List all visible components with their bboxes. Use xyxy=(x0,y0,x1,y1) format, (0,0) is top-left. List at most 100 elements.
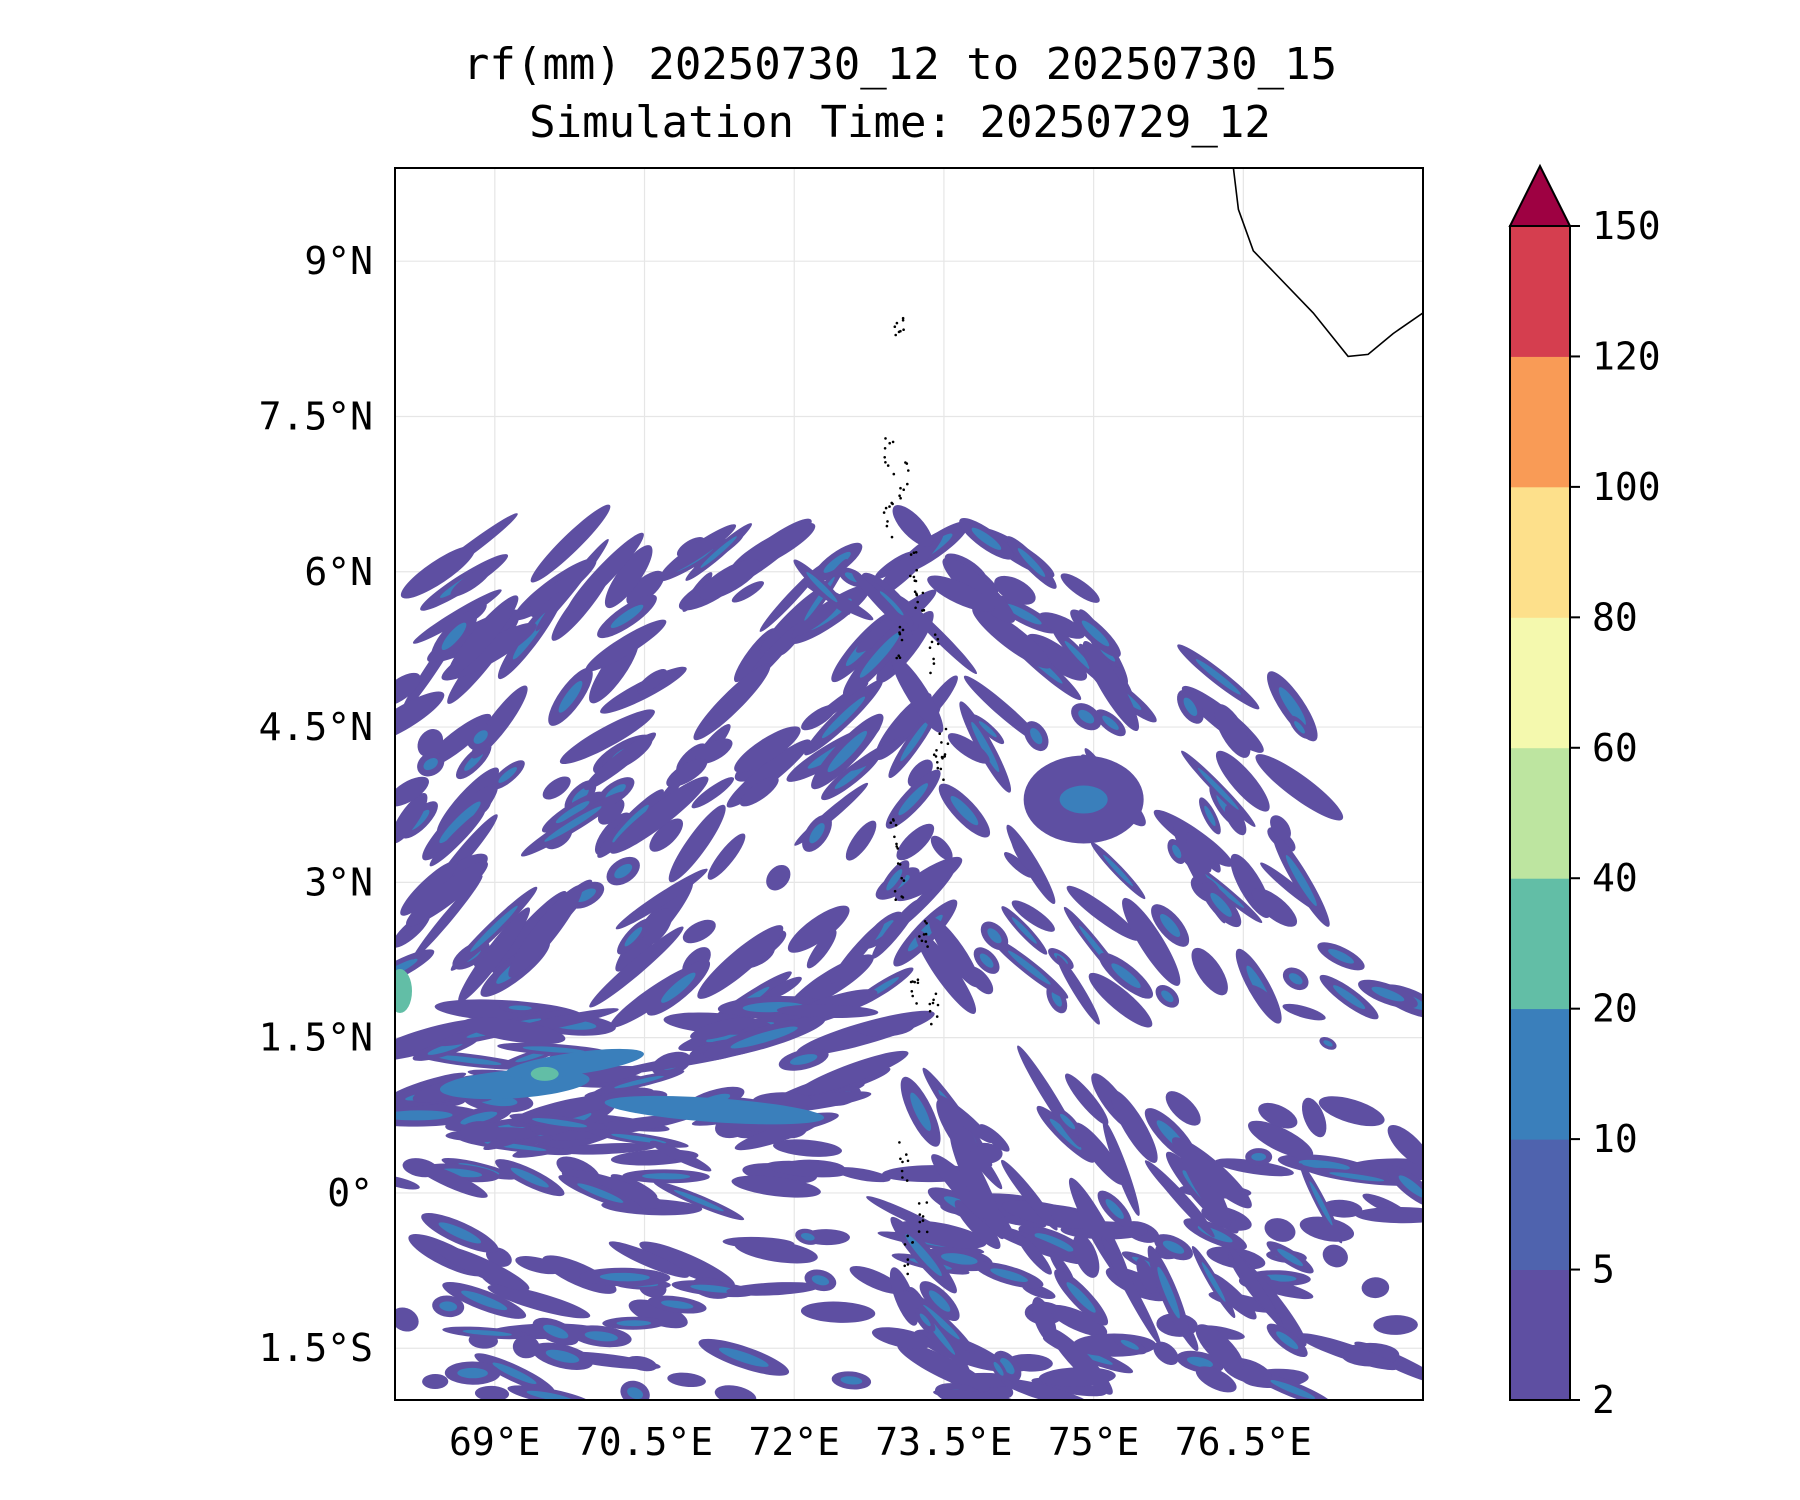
rain-cell-core xyxy=(1011,917,1037,944)
rain-cell-core xyxy=(612,804,649,843)
atoll-dot xyxy=(895,845,898,848)
atoll-dot xyxy=(909,553,913,556)
rain-cell-core xyxy=(441,622,467,651)
rain-cell-core xyxy=(806,571,838,603)
atoll-dot xyxy=(932,998,935,1002)
rain-cell xyxy=(1074,1122,1125,1185)
rain-cell xyxy=(508,885,583,978)
rain-cell xyxy=(927,575,995,612)
lon-tick-label: 72°E xyxy=(748,1420,840,1464)
lat-tick-label: 0° xyxy=(327,1171,373,1215)
atoll-dot xyxy=(891,440,895,444)
rain-cell xyxy=(891,655,944,733)
rain-cell xyxy=(1195,1366,1237,1393)
atoll-dot xyxy=(914,606,917,610)
atoll-dot xyxy=(930,640,934,644)
rain-cell xyxy=(395,1175,420,1190)
rain-cell xyxy=(1318,1096,1385,1127)
rain-cell xyxy=(615,868,708,930)
rain-cell xyxy=(1214,704,1251,758)
rain-cell xyxy=(434,1244,530,1291)
rain-cell xyxy=(943,1112,1003,1190)
rain-cell-core xyxy=(543,1324,569,1339)
rain-cell xyxy=(1185,832,1212,873)
atoll-dot xyxy=(910,990,914,993)
rain-cell xyxy=(830,921,885,984)
rain-cell-core xyxy=(1000,1357,1015,1375)
atoll-dot xyxy=(901,628,905,632)
rain-cell xyxy=(561,1169,664,1209)
rain-cell-core xyxy=(1060,1113,1076,1130)
rain-cell xyxy=(897,1220,987,1249)
rain-cell xyxy=(395,691,445,744)
rain-cell xyxy=(1270,815,1291,841)
atoll-dot xyxy=(929,671,932,675)
atoll-dot xyxy=(898,656,902,659)
rain-cell xyxy=(1264,1218,1296,1242)
atoll-dot xyxy=(896,862,900,865)
rain-cell-core xyxy=(1161,990,1174,1003)
rain-cell xyxy=(1191,947,1228,996)
rain-cell-core xyxy=(1017,548,1046,577)
atoll-dot xyxy=(898,632,902,636)
rain-cell xyxy=(1011,900,1055,932)
atoll-dot xyxy=(899,496,902,500)
atoll-dot xyxy=(928,646,932,649)
rain-cell-core xyxy=(905,1234,942,1277)
atoll-dot xyxy=(943,753,947,756)
lat-tick-label: 6°N xyxy=(304,550,373,594)
atoll-dot xyxy=(902,328,905,332)
rain-cell-core xyxy=(395,1110,453,1121)
colorbar-tick-label: 100 xyxy=(1592,465,1661,509)
rain-cell xyxy=(1255,754,1344,821)
atoll-dot xyxy=(882,511,886,514)
rain-cell xyxy=(1004,852,1033,878)
rain-cell xyxy=(897,1342,990,1392)
atoll-dot xyxy=(883,447,887,450)
rain-cell-core xyxy=(1298,1159,1350,1171)
rain-cell xyxy=(1361,1277,1390,1299)
rain-cell-core xyxy=(971,721,1000,773)
rain-cell-core xyxy=(950,795,979,826)
atoll-dot xyxy=(939,767,943,771)
rain-cell xyxy=(967,966,994,995)
rain-cell xyxy=(739,776,779,807)
atoll-dot xyxy=(916,600,919,604)
rain-cell-core xyxy=(1157,1266,1180,1319)
rain-cell xyxy=(1088,972,1153,1028)
rain-cell-core xyxy=(1066,1282,1096,1313)
rain-cell xyxy=(1224,804,1247,836)
rain-cell xyxy=(395,672,421,707)
rain-cell xyxy=(871,899,920,959)
rain-cell xyxy=(1153,1341,1179,1365)
atoll-dot xyxy=(888,441,891,445)
rain-cell xyxy=(1251,887,1298,927)
atoll-dot xyxy=(901,1160,904,1164)
atoll-dot xyxy=(901,1176,904,1179)
colorbar-frame xyxy=(1509,225,1571,1401)
rain-cell-core xyxy=(1398,1175,1423,1198)
rain-cell xyxy=(691,777,735,809)
atoll-dot xyxy=(905,462,909,465)
rain-cell-core xyxy=(1007,950,1051,985)
atoll-dot xyxy=(923,920,927,923)
colorbar-tick-label: 60 xyxy=(1592,726,1638,770)
rain-cell xyxy=(1010,832,1034,871)
rain-cell xyxy=(766,864,791,891)
rain-cell xyxy=(1065,1073,1109,1125)
rain-cell-core xyxy=(545,1349,580,1363)
rain-cell-core xyxy=(827,730,868,773)
rain-cell-core xyxy=(1030,728,1043,745)
rain-cell xyxy=(1215,750,1270,812)
rain-cell-core xyxy=(1197,767,1239,810)
rain-cell xyxy=(400,545,476,599)
rain-cell xyxy=(933,1389,1017,1400)
atoll-dot xyxy=(928,1009,932,1013)
rain-cell-core xyxy=(859,632,901,678)
atoll-dot xyxy=(906,482,909,486)
rain-cell-core xyxy=(919,1313,931,1327)
rain-cell xyxy=(693,663,771,741)
rain-cell-core xyxy=(627,1387,644,1400)
rain-cell xyxy=(1195,1324,1244,1372)
rain-cell-core xyxy=(423,758,438,771)
